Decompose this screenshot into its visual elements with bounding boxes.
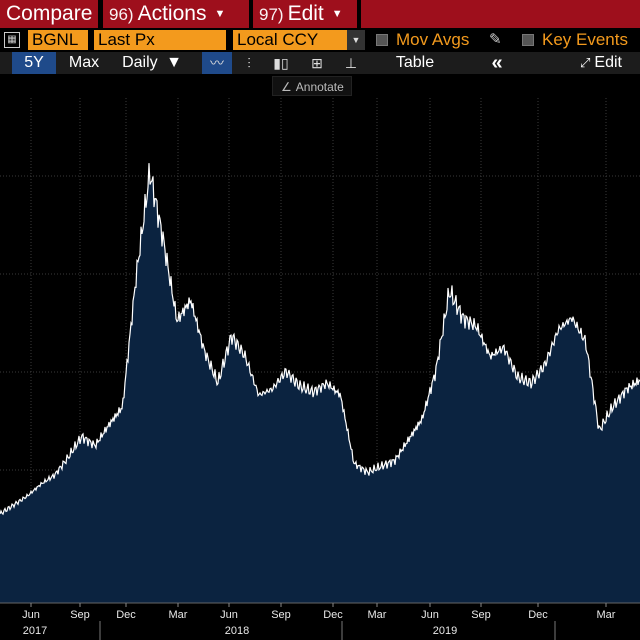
- x-tick-label: Mar: [169, 609, 188, 621]
- candle-volume-icon[interactable]: ⊞: [311, 55, 323, 71]
- pencil-icon[interactable]: ✎: [489, 31, 502, 48]
- annotate-icon: ∠: [281, 80, 292, 94]
- menu-bar-filler: [361, 0, 640, 28]
- ticker-field[interactable]: BGNL: [28, 30, 88, 50]
- currency-dropdown-icon[interactable]: ▼: [347, 30, 365, 50]
- x-tick-label: Mar: [597, 609, 616, 621]
- calendar-icon[interactable]: ▦: [4, 32, 20, 48]
- frequency-label: Daily: [122, 54, 158, 71]
- annotate-label: Annotate: [295, 80, 344, 94]
- collapse-button[interactable]: «: [491, 52, 503, 74]
- range-5y-button[interactable]: 5Y: [12, 52, 56, 74]
- frequency-select[interactable]: Daily ▼: [114, 52, 190, 74]
- edit-chart-button[interactable]: ⤢ Edit: [580, 52, 640, 74]
- x-tick-label: Jun: [421, 609, 439, 621]
- chart-edit-icon: ⤢: [580, 55, 591, 70]
- x-tick-label: Sep: [70, 609, 90, 621]
- actions-menu-button[interactable]: 96) Actions ▼: [103, 0, 249, 28]
- price-chart-svg: Jun Sep Dec Mar Jun Sep Dec Mar Jun Sep Dec Mar 2017…: [0, 98, 640, 640]
- edit-label: Edit: [287, 2, 324, 25]
- key-events-checkbox[interactable]: [522, 34, 534, 46]
- candlestick-icon[interactable]: ▮▯: [273, 55, 289, 71]
- edit-chart-label: Edit: [594, 54, 622, 71]
- security-field-bar: ▦ BGNL Last Px Local CCY ▼ Mov Avgs ✎ Ke…: [0, 28, 640, 52]
- x-tick-label: Jun: [220, 609, 238, 621]
- chevron-down-icon: ▼: [331, 8, 343, 20]
- x-tick-label: Mar: [368, 609, 387, 621]
- chevron-down-icon: ▼: [166, 54, 182, 71]
- annotate-tooltip[interactable]: ∠ Annotate: [272, 76, 352, 96]
- mov-avgs-label: Mov Avgs: [396, 30, 470, 49]
- compare-label: Compare: [6, 2, 93, 25]
- price-field-select[interactable]: Last Px: [94, 30, 226, 50]
- ohlc-bar-icon[interactable]: ⫶: [247, 55, 251, 71]
- year-label: 2019: [433, 625, 457, 637]
- currency-select[interactable]: Local CCY: [233, 30, 347, 50]
- actions-number: 96): [109, 5, 134, 24]
- key-events-label: Key Events: [542, 30, 628, 49]
- mov-avgs-toggle[interactable]: Mov Avgs: [376, 30, 469, 50]
- price-chart[interactable]: Jun Sep Dec Mar Jun Sep Dec Mar Jun Sep Dec Mar 2017…: [0, 98, 640, 640]
- actions-label: Actions: [137, 2, 207, 25]
- hlc-icon[interactable]: ⊥: [344, 55, 358, 71]
- price-line: [0, 163, 640, 516]
- x-tick-label: Dec: [528, 609, 548, 621]
- chevron-down-icon: ▼: [214, 8, 226, 20]
- x-tick-label: Jun: [22, 609, 40, 621]
- x-axis-band: [0, 603, 640, 640]
- price-area-fill: [0, 163, 640, 603]
- mov-avgs-checkbox[interactable]: [376, 34, 388, 46]
- x-tick-label: Dec: [116, 609, 136, 621]
- table-button[interactable]: Table: [395, 54, 435, 71]
- year-label: 2018: [225, 625, 249, 637]
- line-chart-icon[interactable]: 〰: [202, 52, 232, 74]
- chart-toolbar: 5Y Max Daily ▼ 〰 ⫶ ▮▯ ⊞ ⊥ Table « ⤢ Edit: [0, 52, 640, 74]
- x-tick-label: Dec: [323, 609, 343, 621]
- menu-bar: Compare 96) Actions ▼ 97) Edit ▼: [0, 0, 640, 28]
- range-max-button[interactable]: Max: [68, 54, 100, 71]
- x-tick-label: Sep: [471, 609, 491, 621]
- compare-button[interactable]: Compare: [0, 0, 98, 28]
- x-tick-label: Sep: [271, 609, 291, 621]
- edit-menu-button[interactable]: 97) Edit ▼: [253, 0, 357, 28]
- key-events-toggle[interactable]: Key Events: [522, 30, 628, 50]
- edit-number: 97): [259, 5, 284, 24]
- year-label: 2017: [23, 625, 47, 637]
